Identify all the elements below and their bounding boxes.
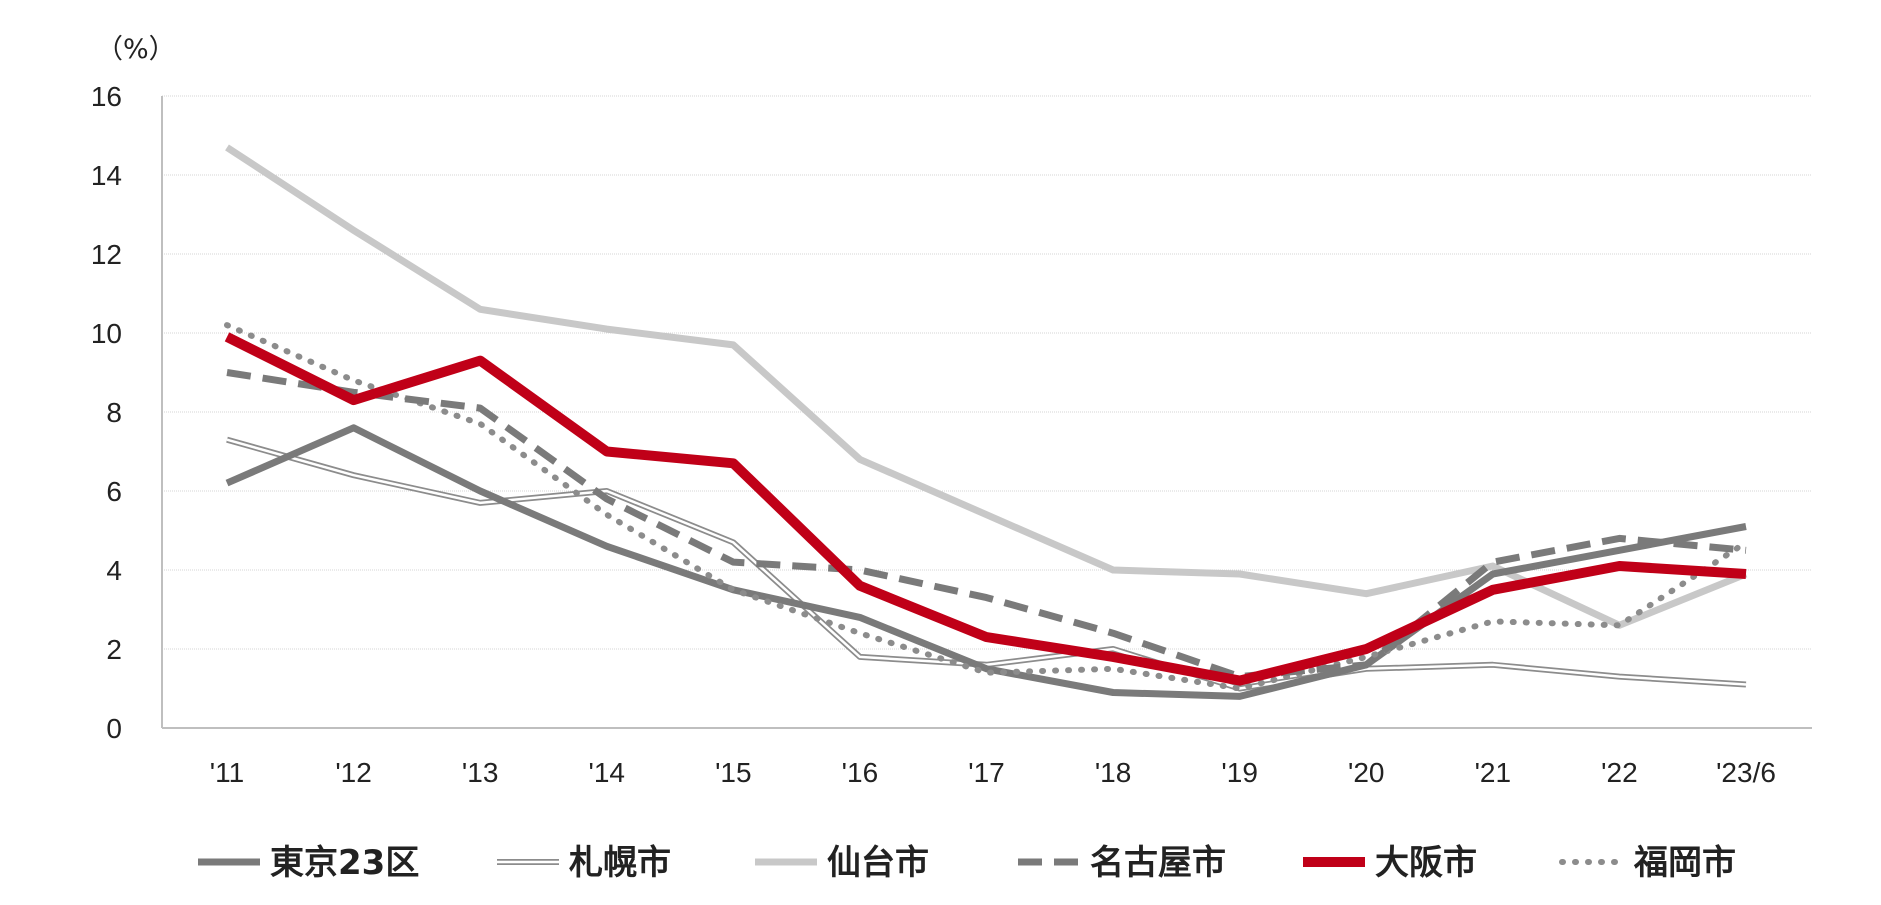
series-lines bbox=[224, 144, 1749, 700]
y-tick-label-10: 10 bbox=[91, 318, 122, 349]
series-line-0 bbox=[225, 424, 1747, 700]
x-tick-label-8: '19 bbox=[1221, 757, 1258, 788]
legend-label-2: 仙台市 bbox=[827, 843, 929, 883]
y-tick-label-2: 2 bbox=[106, 634, 122, 665]
series-line-1-inner bbox=[226, 438, 1747, 690]
x-tick-label-2: '13 bbox=[462, 757, 499, 788]
y-axis-unit-label: （%） bbox=[96, 34, 176, 65]
y-tick-label-16: 16 bbox=[91, 81, 122, 112]
x-tick-label-10: '21 bbox=[1475, 757, 1512, 788]
y-tick-label-8: 8 bbox=[106, 397, 122, 428]
legend-label-0: 東京23区 bbox=[270, 843, 419, 883]
x-tick-label-7: '18 bbox=[1095, 757, 1132, 788]
y-axis-ticks: 0 2 4 6 8 10 12 14 16 bbox=[91, 81, 122, 744]
axes bbox=[161, 96, 1812, 729]
series-line-5 bbox=[224, 322, 1749, 692]
x-tick-label-5: '16 bbox=[842, 757, 879, 788]
x-tick-label-6: '17 bbox=[968, 757, 1005, 788]
legend-label-3: 名古屋市 bbox=[1090, 843, 1226, 883]
y-tick-label-6: 6 bbox=[106, 476, 122, 507]
legend: 東京23区 札幌市 仙台市 名古屋市 大阪市 福岡市 bbox=[198, 843, 1736, 883]
x-axis-ticks: '11 '12 '13 '14 '15 '16 '17 '18 '19 '20 '21 '22 '23/… bbox=[210, 757, 1776, 788]
x-tick-label-11: '22 bbox=[1601, 757, 1638, 788]
gridlines bbox=[162, 95, 1812, 650]
x-tick-label-12: '23/6 bbox=[1716, 757, 1776, 788]
x-tick-label-9: '20 bbox=[1348, 757, 1385, 788]
x-tick-label-1: '12 bbox=[335, 757, 372, 788]
x-tick-label-3: '14 bbox=[589, 757, 626, 788]
y-tick-label-0: 0 bbox=[106, 713, 122, 744]
legend-label-1: 札幌市 bbox=[569, 843, 671, 883]
y-tick-label-4: 4 bbox=[106, 555, 122, 586]
y-tick-label-12: 12 bbox=[91, 239, 122, 270]
y-tick-label-14: 14 bbox=[91, 160, 122, 191]
series-line-4 bbox=[224, 332, 1747, 686]
legend-label-5: 福岡市 bbox=[1633, 843, 1736, 883]
series-line-3 bbox=[226, 369, 1747, 681]
legend-label-4: 大阪市 bbox=[1375, 843, 1477, 883]
series-line-2 bbox=[225, 144, 1748, 629]
x-tick-label-0: '11 bbox=[210, 757, 244, 788]
x-tick-label-4: '15 bbox=[715, 757, 752, 788]
